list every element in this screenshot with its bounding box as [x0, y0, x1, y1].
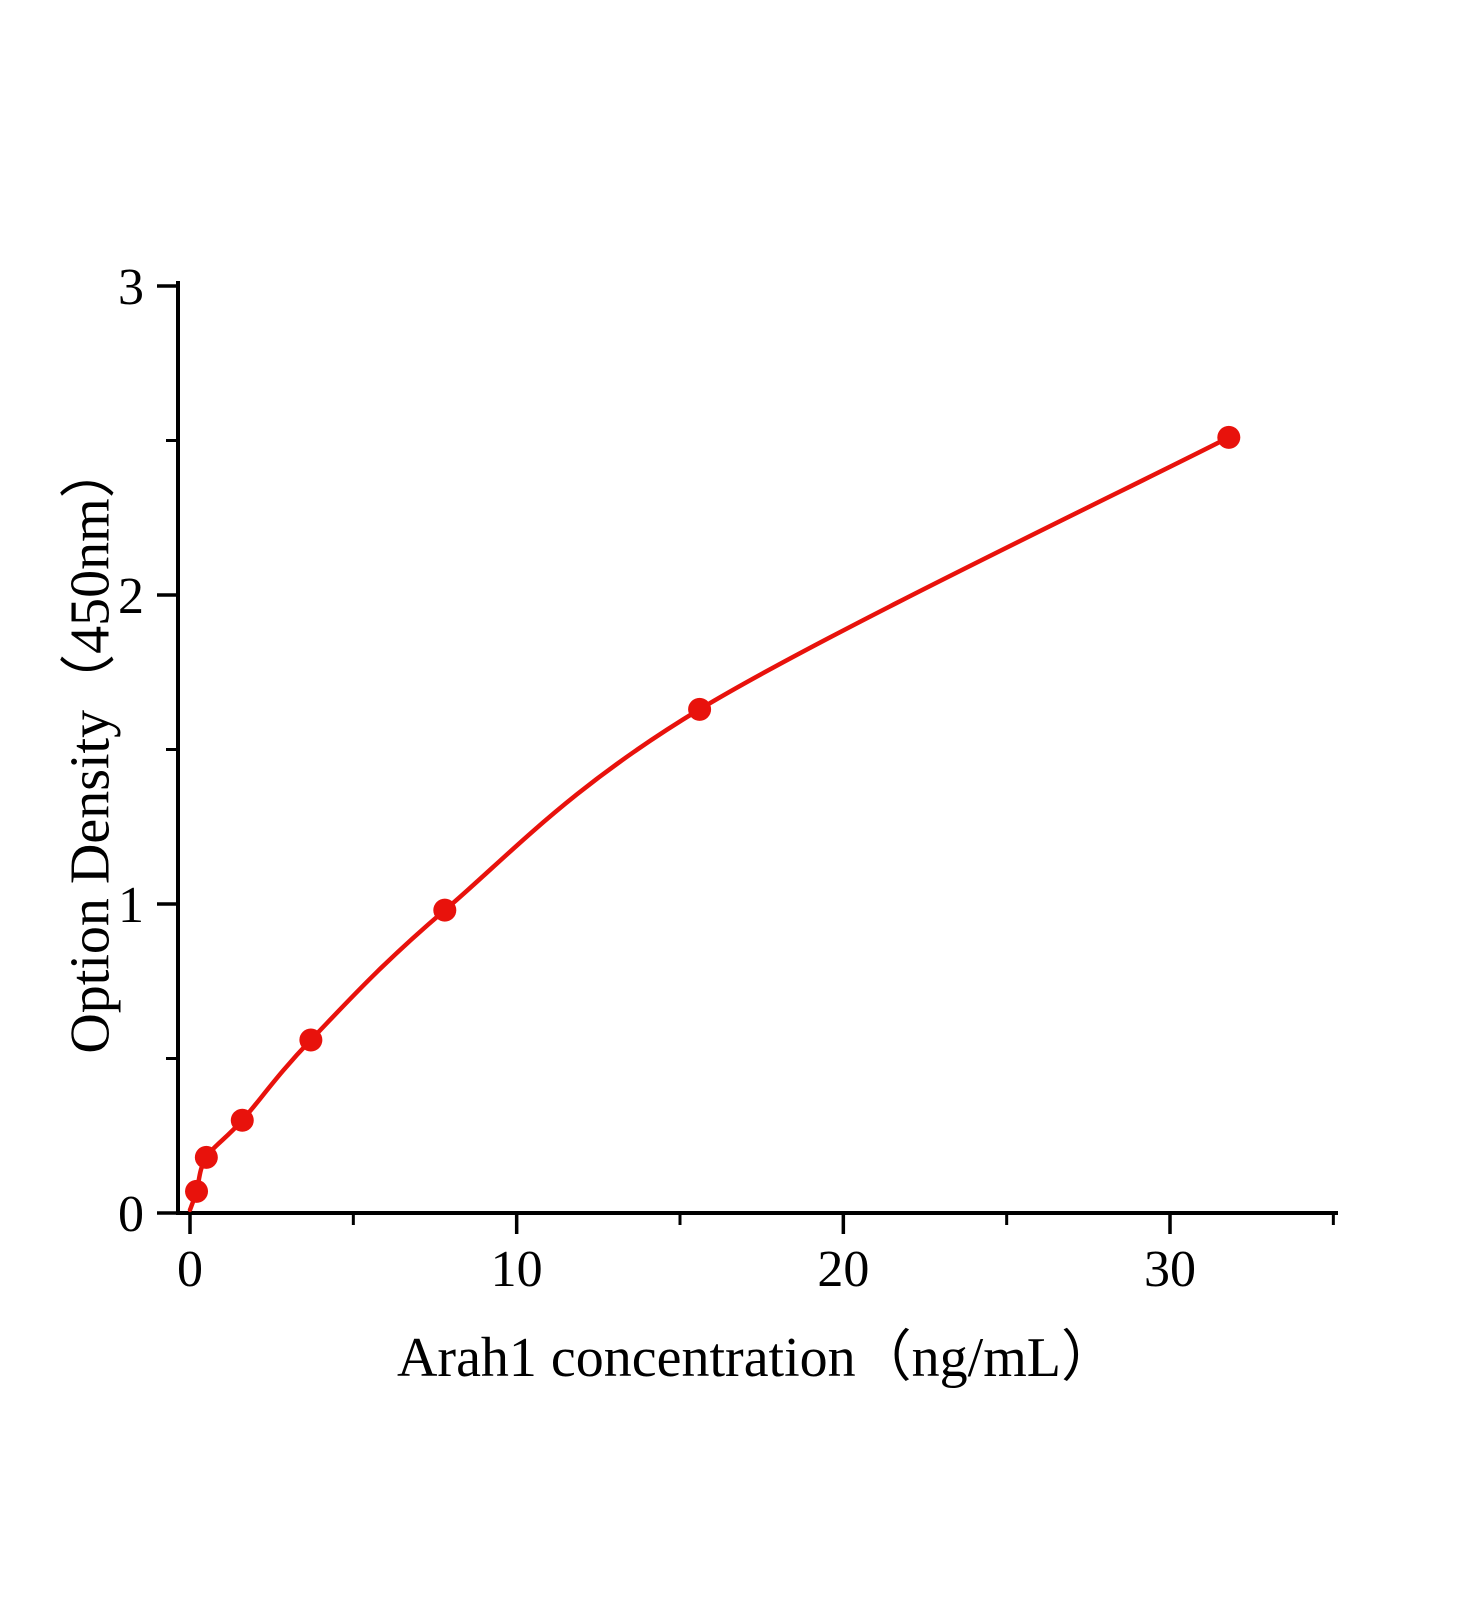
- y-tick-label: 0: [118, 1186, 144, 1243]
- data-point: [185, 1179, 209, 1203]
- y-tick-label: 2: [118, 568, 144, 625]
- data-point: [433, 898, 457, 922]
- standard-curve-line: [187, 435, 1232, 1213]
- x-axis-title: Arah1 concentration（ng/mL）: [396, 1327, 1117, 1389]
- y-tick-label: 3: [118, 259, 144, 316]
- x-tick-label: 0: [177, 1241, 203, 1298]
- data-point: [1217, 425, 1241, 449]
- data-point: [299, 1028, 323, 1052]
- y-tick-label: 1: [118, 877, 144, 934]
- x-tick-label: 20: [817, 1241, 869, 1298]
- x-tick-label: 30: [1144, 1241, 1196, 1298]
- data-point: [230, 1108, 254, 1132]
- axes: [176, 281, 1338, 1215]
- x-tick-label: 10: [491, 1241, 543, 1298]
- y-axis-title: Option Density（450nm）: [59, 442, 122, 1054]
- data-point: [194, 1145, 218, 1169]
- data-point: [688, 697, 712, 721]
